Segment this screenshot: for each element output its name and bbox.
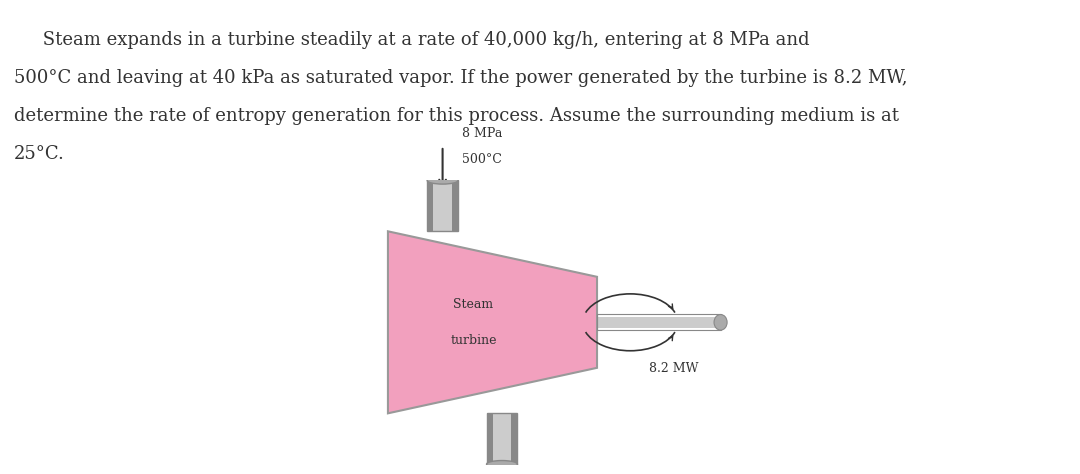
Bar xyxy=(451,180,458,231)
Text: 8.2 MW: 8.2 MW xyxy=(649,362,699,375)
Text: 8 MPa: 8 MPa xyxy=(461,128,502,140)
Text: 500°C and leaving at 40 kPa as saturated vapor. If the power generated by the tu: 500°C and leaving at 40 kPa as saturated… xyxy=(14,69,907,87)
Bar xyxy=(486,413,492,465)
Ellipse shape xyxy=(714,315,727,330)
Polygon shape xyxy=(388,231,597,413)
Bar xyxy=(433,180,451,231)
Text: 500°C: 500°C xyxy=(461,153,501,166)
Ellipse shape xyxy=(486,461,517,468)
Text: 25°C.: 25°C. xyxy=(14,145,65,163)
Bar xyxy=(597,320,720,325)
Bar xyxy=(597,315,720,330)
Text: determine the rate of entropy generation for this process. Assume the surroundin: determine the rate of entropy generation… xyxy=(14,107,899,125)
Bar xyxy=(486,413,517,465)
Bar xyxy=(511,413,517,465)
Text: Steam: Steam xyxy=(454,298,494,311)
Bar xyxy=(492,413,511,465)
Bar xyxy=(428,180,458,231)
Ellipse shape xyxy=(428,177,458,184)
Bar xyxy=(597,317,720,328)
Text: Steam expands in a turbine steadily at a rate of 40,000 kg/h, entering at 8 MPa : Steam expands in a turbine steadily at a… xyxy=(14,31,810,49)
Text: turbine: turbine xyxy=(450,334,497,346)
Bar xyxy=(428,180,433,231)
